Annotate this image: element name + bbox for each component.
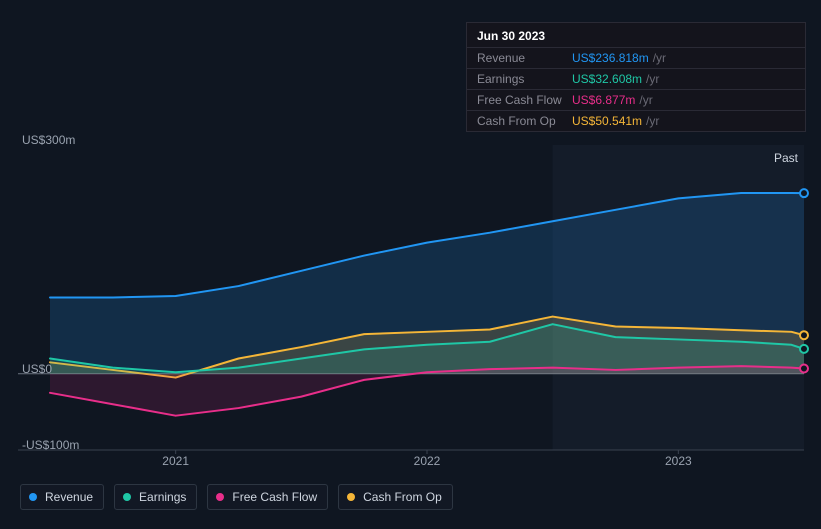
tooltip-metric-value: US$50.541m	[572, 114, 642, 128]
legend-item-cash-from-op[interactable]: Cash From Op	[338, 484, 453, 510]
tooltip-unit: /yr	[646, 72, 659, 86]
legend-item-revenue[interactable]: Revenue	[20, 484, 104, 510]
legend-item-earnings[interactable]: Earnings	[114, 484, 197, 510]
past-label: Past	[774, 151, 798, 165]
tooltip-date: Jun 30 2023	[467, 23, 805, 48]
legend-label: Revenue	[45, 490, 93, 504]
tooltip-metric-value: US$236.818m	[572, 51, 649, 65]
tooltip-metric-value: US$32.608m	[572, 72, 642, 86]
legend-item-free-cash-flow[interactable]: Free Cash Flow	[207, 484, 328, 510]
legend-dot-icon	[347, 493, 355, 501]
tooltip-row: RevenueUS$236.818m/yr	[467, 48, 805, 69]
tooltip-metric-label: Free Cash Flow	[477, 93, 572, 107]
legend-dot-icon	[123, 493, 131, 501]
x-axis-label: 2023	[665, 454, 692, 468]
legend-dot-icon	[29, 493, 37, 501]
x-axis-label: 2021	[162, 454, 189, 468]
legend-dot-icon	[216, 493, 224, 501]
tooltip-unit: /yr	[639, 93, 652, 107]
tooltip-row: EarningsUS$32.608m/yr	[467, 69, 805, 90]
y-axis-label: US$0	[22, 362, 52, 376]
tooltip-row: Free Cash FlowUS$6.877m/yr	[467, 90, 805, 111]
tooltip-row: Cash From OpUS$50.541m/yr	[467, 111, 805, 131]
financial-area-chart: US$300m US$0 -US$100m 2021 2022 2023 Past Ju…	[0, 0, 821, 524]
chart-legend: Revenue Earnings Free Cash Flow Cash From O…	[20, 484, 453, 510]
legend-label: Earnings	[139, 490, 186, 504]
y-axis-label: -US$100m	[22, 438, 79, 452]
tooltip-metric-label: Cash From Op	[477, 114, 572, 128]
tooltip-metric-value: US$6.877m	[572, 93, 635, 107]
legend-label: Cash From Op	[363, 490, 442, 504]
x-axis-label: 2022	[414, 454, 441, 468]
y-axis-label: US$300m	[22, 133, 75, 147]
tooltip-metric-label: Earnings	[477, 72, 572, 86]
tooltip-unit: /yr	[653, 51, 666, 65]
tooltip-unit: /yr	[646, 114, 659, 128]
chart-tooltip: Jun 30 2023 RevenueUS$236.818m/yrEarning…	[466, 22, 806, 132]
tooltip-metric-label: Revenue	[477, 51, 572, 65]
legend-label: Free Cash Flow	[232, 490, 317, 504]
